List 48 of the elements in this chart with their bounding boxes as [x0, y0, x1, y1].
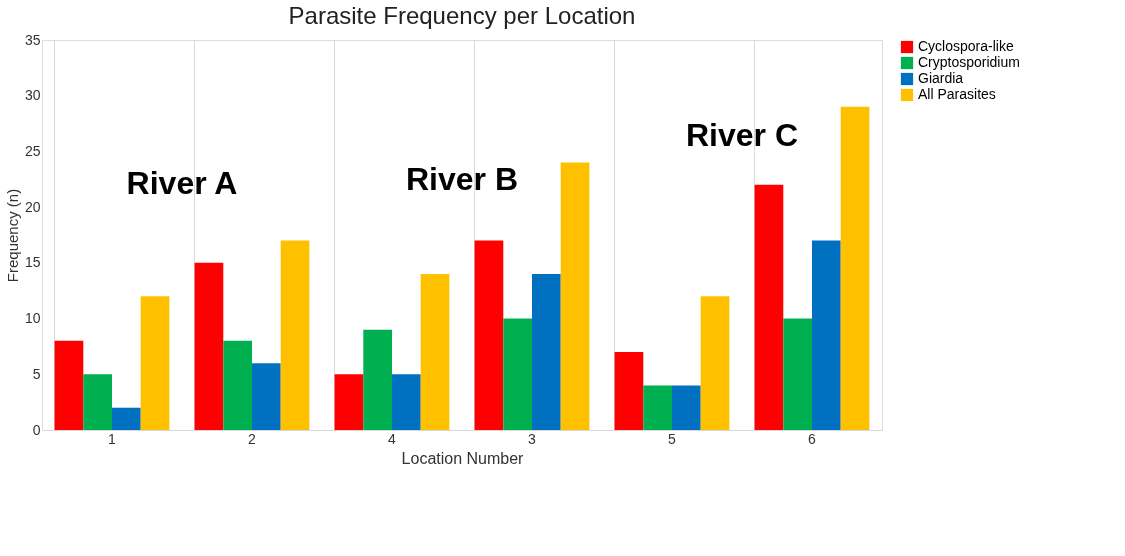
- bar: [280, 240, 310, 430]
- y-tick-label: 5: [32, 365, 41, 382]
- y-tick-label: 25: [24, 142, 41, 159]
- annotation: River C: [685, 116, 799, 153]
- bar: [503, 318, 532, 430]
- y-tick-label: 15: [24, 254, 41, 271]
- bar: [560, 162, 590, 430]
- bar: [700, 296, 730, 430]
- legend-label: Cryptosporidium: [918, 54, 1020, 70]
- bar: [194, 262, 224, 430]
- bar: [840, 106, 870, 430]
- y-tick-label: 30: [24, 87, 41, 104]
- legend-label: Cyclospora-like: [918, 38, 1014, 54]
- bar: [252, 363, 281, 430]
- x-tick-label: 1: [108, 430, 117, 447]
- chart-title: Parasite Frequency per Location: [288, 2, 636, 29]
- bar: [112, 407, 141, 430]
- x-tick-label: 3: [528, 430, 537, 447]
- x-tick-label: 4: [388, 430, 397, 447]
- bar: [363, 329, 392, 430]
- y-axis-title: Frequency (n): [3, 188, 21, 283]
- legend-label: Giardia: [918, 70, 964, 86]
- bar: [474, 240, 504, 430]
- bar: [643, 385, 672, 430]
- bar: [334, 374, 364, 430]
- bar: [754, 184, 784, 430]
- y-tick-label: 20: [24, 198, 41, 215]
- annotation: River A: [126, 165, 238, 202]
- y-tick-label: 0: [32, 421, 41, 438]
- y-tick-label: 10: [24, 310, 41, 327]
- bar: [614, 352, 644, 430]
- y-tick-label: 35: [24, 31, 41, 48]
- x-tick-label: 6: [808, 430, 817, 447]
- bar: [420, 274, 450, 430]
- bar: [140, 296, 170, 430]
- bar: [392, 374, 421, 430]
- x-tick-label: 5: [668, 430, 677, 447]
- annotation: River B: [405, 161, 519, 198]
- bar: [223, 340, 252, 430]
- bar: [672, 385, 701, 430]
- bar: [83, 374, 112, 430]
- bar: [532, 274, 561, 430]
- bar: [812, 240, 841, 430]
- x-axis-title: Location Number: [401, 449, 525, 467]
- legend-label: All Parasites: [918, 86, 996, 102]
- bar: [54, 340, 84, 430]
- bar: [783, 318, 812, 430]
- x-tick-label: 2: [248, 430, 257, 447]
